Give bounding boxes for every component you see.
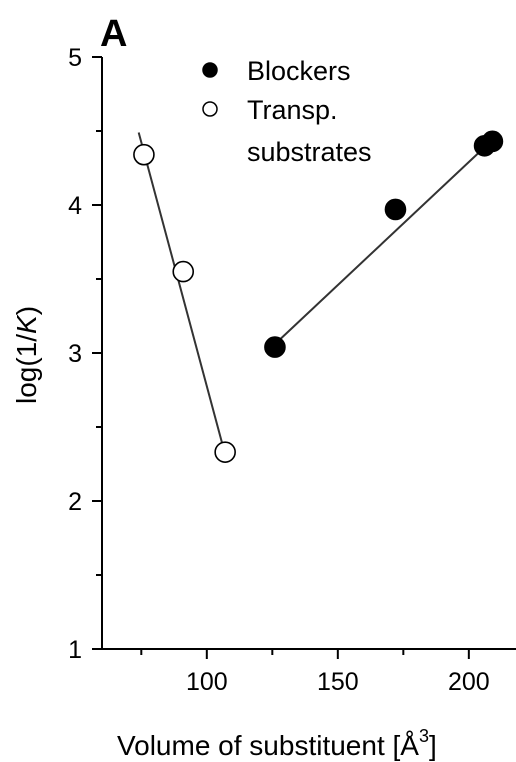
legend-marker-substrates	[202, 101, 218, 117]
x-tick-label: 200	[448, 668, 490, 696]
x-axis-label: Volume of substituent [Å3]	[117, 726, 437, 761]
y-tick-label: 2	[68, 488, 82, 516]
blocker-point	[481, 130, 504, 153]
panel-label: A	[100, 13, 127, 55]
y-tick-label: 5	[68, 44, 82, 72]
substrate-point	[133, 143, 155, 166]
legend: Blockers Transp. substrates	[202, 56, 372, 167]
y-tick-label: 4	[68, 192, 82, 220]
y-axis-label: log(1/K)	[11, 306, 42, 404]
legend-marker-blockers	[202, 62, 218, 78]
substrate-point	[172, 260, 195, 283]
blocker-point	[264, 336, 286, 358]
substrate-point	[214, 441, 236, 463]
legend-label-blockers: Blockers	[247, 56, 351, 86]
x-tick-label: 100	[186, 668, 228, 696]
x-tick-label: 150	[317, 668, 359, 696]
fit-line-2	[137, 132, 224, 446]
legend-label-substrates-line2: substrates	[247, 137, 372, 167]
data-points	[133, 130, 504, 463]
fit-line-1	[274, 139, 494, 345]
y-tick-label: 1	[68, 636, 82, 664]
axes: 1 2 3 4 5 100 150 200	[68, 44, 516, 696]
blocker-point	[384, 198, 407, 221]
fit-lines	[137, 132, 494, 446]
y-tick-label: 3	[68, 340, 82, 368]
legend-label-substrates-line1: Transp.	[247, 95, 338, 125]
